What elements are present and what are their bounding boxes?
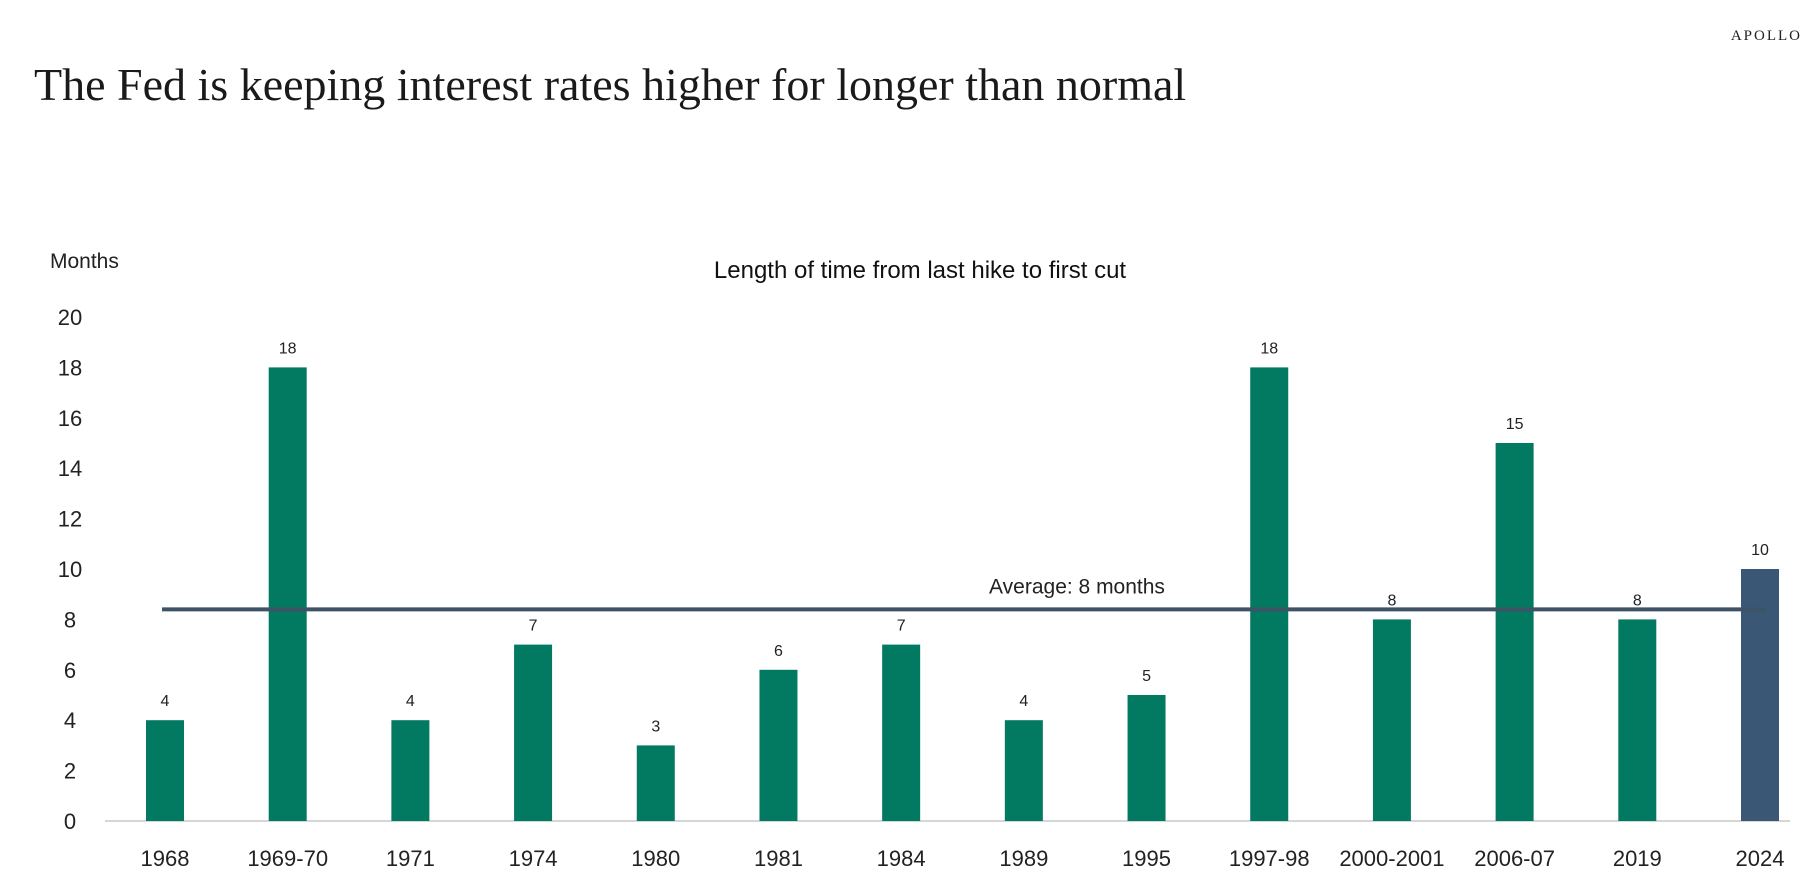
data-label-1969-70: 18: [279, 340, 297, 357]
x-tick-label: 1989: [999, 846, 1048, 871]
data-label-2019: 8: [1633, 592, 1642, 609]
y-tick-label: 6: [64, 658, 76, 683]
data-label-1968: 4: [161, 693, 170, 710]
x-tick-label: 2019: [1613, 846, 1662, 871]
x-tick-label: 2024: [1736, 846, 1785, 871]
data-label-1974: 7: [529, 618, 538, 635]
y-tick-label: 2: [64, 759, 76, 784]
bar-1997-98: [1250, 367, 1289, 821]
y-tick-label: 16: [58, 406, 82, 431]
x-tick-label: 1997-98: [1229, 846, 1310, 871]
page-headline: The Fed is keeping interest rates higher…: [34, 59, 1187, 110]
data-label-1997-98: 18: [1260, 340, 1278, 357]
bar-1971: [391, 720, 430, 821]
data-label-2006-07: 15: [1506, 416, 1524, 433]
x-tick-label: 1980: [631, 846, 680, 871]
x-tick-label: 1969-70: [247, 846, 328, 871]
bar-1968: [146, 720, 184, 821]
x-tick-label: 1974: [509, 846, 558, 871]
data-label-1995: 5: [1142, 668, 1151, 685]
bar-2000-2001: [1372, 619, 1411, 821]
data-label-2024: 10: [1751, 542, 1769, 559]
data-label-1981: 6: [774, 643, 783, 660]
y-tick-label: 0: [64, 809, 76, 834]
y-axis: 0 2 4 6 8 10 12 14 16 18 20: [58, 305, 82, 834]
data-label-2000-2001: 8: [1387, 592, 1396, 609]
x-tick-label: 1968: [141, 846, 190, 871]
x-tick-label: 2000-2001: [1339, 846, 1444, 871]
bar-2006-07: [1495, 443, 1534, 821]
x-tick-label: 1995: [1122, 846, 1171, 871]
y-tick-label: 14: [58, 456, 82, 481]
y-tick-label: 4: [64, 708, 76, 733]
y-axis-title: Months: [50, 250, 119, 273]
x-tick-label: 1971: [386, 846, 435, 871]
y-tick-label: 12: [58, 507, 82, 532]
x-axis: 1968 1969-70 1971 1974 1980 1981 1984 1989 1995 1…: [141, 846, 1785, 871]
data-label-1971: 4: [406, 693, 415, 710]
bar-1974: [514, 644, 553, 821]
y-tick-label: 18: [58, 355, 82, 380]
y-tick-label: 20: [58, 305, 82, 330]
bar-1980: [636, 745, 675, 821]
x-tick-label: 1984: [877, 846, 926, 871]
data-label-1980: 3: [651, 718, 660, 735]
bar-1969-70: [268, 367, 307, 821]
y-tick-label: 10: [58, 557, 82, 582]
bar-2019: [1618, 619, 1657, 821]
x-tick-label: 2006-07: [1474, 846, 1555, 871]
bar-1984: [882, 644, 921, 821]
average-label: Average: 8 months: [989, 575, 1165, 598]
bar-2024: [1741, 569, 1779, 821]
y-tick-label: 8: [64, 607, 76, 632]
brand-logo: APOLLO: [1730, 28, 1802, 44]
x-tick-label: 1981: [754, 846, 803, 871]
bar-1981: [759, 669, 798, 821]
data-labels-group: 4 18 4 7 3 6 7 4 5 18 8 15 8 10: [161, 340, 1769, 735]
data-label-1989: 4: [1019, 693, 1028, 710]
chart-title: Length of time from last hike to first c…: [714, 257, 1127, 284]
bar-1989: [1004, 720, 1043, 821]
bar-1995: [1127, 695, 1166, 821]
data-label-1984: 7: [897, 618, 906, 635]
bars-group: [146, 367, 1779, 821]
